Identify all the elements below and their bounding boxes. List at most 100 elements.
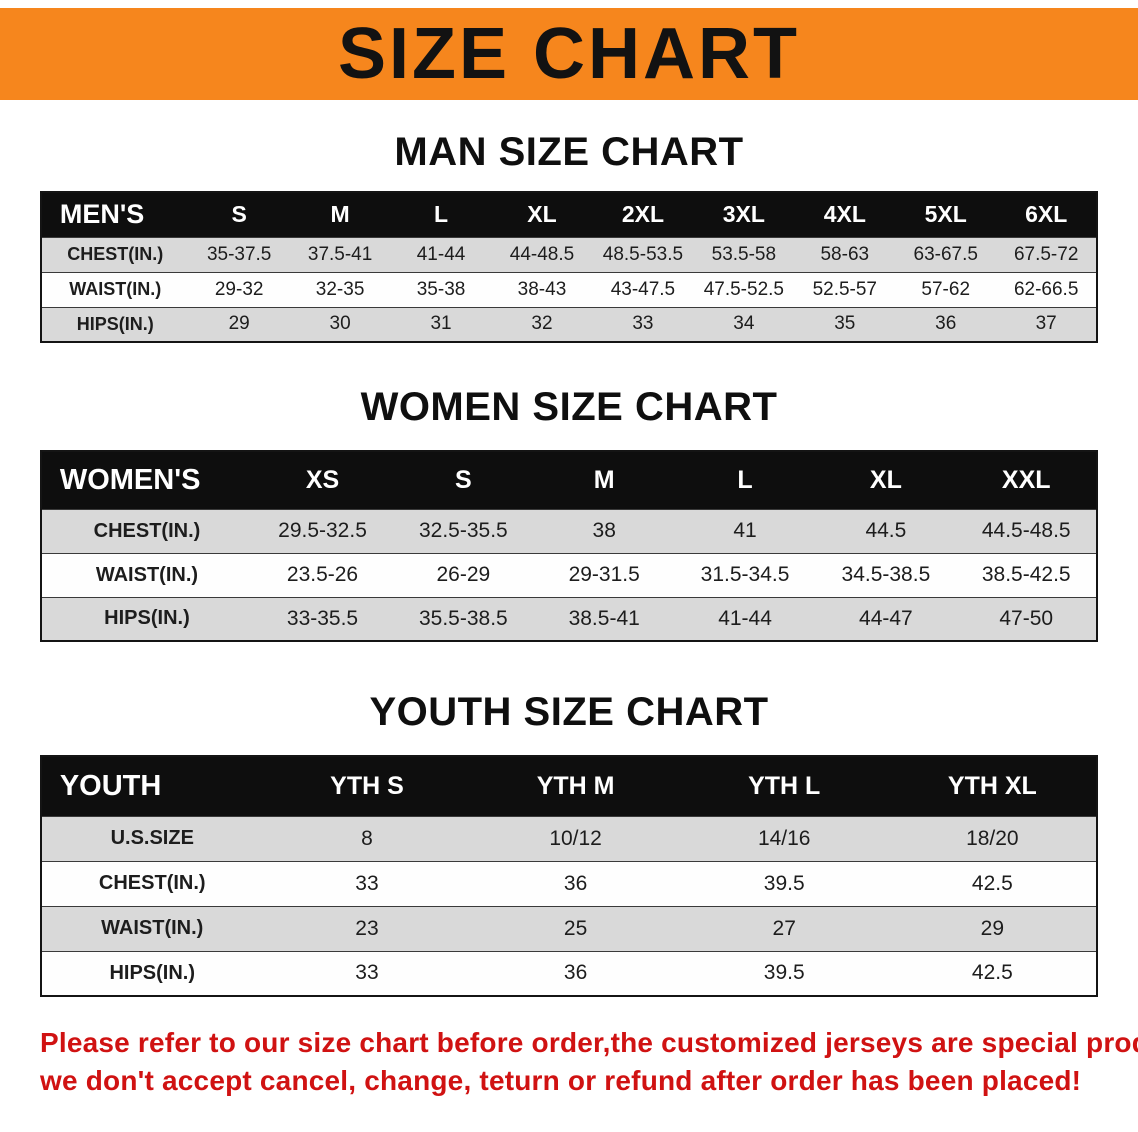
- table-cell: 32: [531, 313, 553, 335]
- column-header: XL: [815, 451, 957, 509]
- men-size-section: MAN SIZE CHART MEN'S S M L XL 2XL 3XL 4XL 5XL 6XL…: [0, 130, 1138, 343]
- column-header: 6XL: [996, 192, 1098, 237]
- table-row: CHEST(IN.) 29.5-32.5 32.5-35.5 38 41 44.5 44.5…: [40, 509, 1098, 553]
- table-cell: 52.5-57: [812, 278, 878, 300]
- column-header: S: [188, 192, 290, 237]
- row-label: HIPS(IN.): [109, 961, 196, 984]
- table-cell: 35-38: [416, 278, 466, 300]
- table-cell: 31: [430, 313, 452, 335]
- table-cell: 29-31.5: [568, 563, 640, 586]
- table-cell: 48.5-53.5: [602, 243, 684, 265]
- column-header: L: [390, 192, 492, 237]
- table-cell: 33-35.5: [286, 606, 359, 630]
- table-row: WAIST(IN.) 23.5-26 26-29 29-31.5 31.5-34.5 34…: [40, 553, 1098, 597]
- column-header: YTH M: [471, 756, 680, 816]
- table-cell: 29-32: [214, 278, 264, 300]
- table-cell: 47.5-52.5: [703, 278, 784, 300]
- table-cell: 44-47: [859, 606, 913, 630]
- table-cell: 58-63: [820, 243, 870, 265]
- row-label: HIPS(IN.): [104, 607, 190, 630]
- row-label: HIPS(IN.): [76, 313, 154, 334]
- youth-size-table-container: YOUTH YTH S YTH M YTH L YTH XL U.S.SIZE 8 10/12…: [0, 755, 1138, 997]
- table-cell: 38.5-41: [568, 606, 640, 630]
- row-label: U.S.SIZE: [110, 827, 194, 849]
- column-header: S: [392, 451, 534, 509]
- table-cell: 29: [980, 916, 1005, 940]
- column-header: M: [533, 451, 675, 509]
- table-row: HIPS(IN.) 33 36 39.5 42.5: [40, 951, 1098, 996]
- table-cell: 38.5-42.5: [981, 563, 1071, 586]
- table-cell: 37: [1035, 313, 1057, 335]
- men-section-heading: MAN SIZE CHART: [394, 130, 744, 174]
- table-header-row: MEN'S S M L XL 2XL 3XL 4XL 5XL 6XL: [40, 192, 1098, 237]
- table-cell: 57-62: [921, 278, 971, 300]
- table-cell: 33: [632, 313, 654, 335]
- table-cell: 33: [355, 871, 379, 895]
- table-row: CHEST(IN.) 35-37.5 37.5-41 41-44 44-48.5 48.5…: [40, 237, 1098, 272]
- table-cell: 41-44: [718, 606, 772, 630]
- table-title: MEN'S: [40, 192, 189, 237]
- table-cell: 39.5: [763, 961, 805, 985]
- column-header: 2XL: [592, 192, 694, 237]
- size-table: MEN'S S M L XL 2XL 3XL 4XL 5XL 6XL CHEST(IN.) 35-37…: [39, 191, 1099, 343]
- table-row: WAIST(IN.) 29-32 32-35 35-38 38-43 43-47.5 47.…: [40, 272, 1098, 307]
- women-size-table-container: WOMEN'S XS S M L XL XXL CHEST(IN.) 29.5-32.5 32.5…: [0, 450, 1138, 642]
- column-header: YTH XL: [888, 756, 1098, 816]
- men-size-table-container: MEN'S S M L XL 2XL 3XL 4XL 5XL 6XL CHEST(IN.) 35-37…: [0, 191, 1138, 343]
- column-header: YTH L: [679, 756, 889, 816]
- column-header: XL: [491, 192, 593, 237]
- table-row: CHEST(IN.) 33 36 39.5 42.5: [40, 861, 1098, 906]
- row-label: CHEST(IN.): [67, 244, 164, 264]
- table-row: WAIST(IN.) 23 25 27 29: [40, 906, 1098, 951]
- table-cell: 36: [563, 961, 588, 985]
- row-label: WAIST(IN.): [101, 917, 204, 939]
- table-row: U.S.SIZE 8 10/12 14/16 18/20: [40, 816, 1098, 861]
- table-cell: 26-29: [436, 563, 491, 586]
- table-cell: 32.5-35.5: [418, 519, 508, 542]
- column-header: 4XL: [794, 192, 896, 237]
- youth-size-section: YOUTH SIZE CHART YOUTH YTH S YTH M YTH L YTH…: [0, 690, 1138, 997]
- column-header: XXL: [956, 451, 1098, 509]
- table-cell: 10/12: [549, 826, 602, 850]
- column-header: YTH S: [262, 756, 472, 816]
- table-cell: 35: [834, 313, 856, 335]
- column-header: 3XL: [693, 192, 795, 237]
- table-cell: 43-47.5: [610, 278, 676, 300]
- table-cell: 62-66.5: [1013, 278, 1079, 300]
- row-label: WAIST(IN.): [69, 279, 162, 299]
- table-cell: 18/20: [966, 826, 1019, 850]
- table-cell: 47-50: [999, 606, 1054, 630]
- footer-line-1: Please refer to our size chart before or…: [40, 1027, 1138, 1058]
- table-cell: 8: [361, 826, 373, 850]
- table-cell: 38-43: [517, 278, 567, 300]
- size-chart-banner: SIZE CHART: [0, 8, 1138, 100]
- table-cell: 29: [228, 313, 250, 335]
- table-row: HIPS(IN.) 29 30 31 32 33 34 35 36 37: [40, 307, 1098, 342]
- size-table: YOUTH YTH S YTH M YTH L YTH XL U.S.SIZE 8 10/12…: [39, 755, 1099, 997]
- table-cell: 42.5: [971, 871, 1013, 895]
- row-label: WAIST(IN.): [95, 563, 199, 586]
- table-title: YOUTH: [40, 756, 263, 816]
- table-title: WOMEN'S: [40, 451, 253, 509]
- women-size-section: WOMEN SIZE CHART WOMEN'S XS S M L XL XXL CHEST(…: [0, 385, 1138, 642]
- column-header: L: [674, 451, 816, 509]
- footer-line-2: we don't accept cancel, change, teturn o…: [40, 1065, 1082, 1096]
- table-cell: 32-35: [315, 278, 365, 300]
- table-cell: 67.5-72: [1013, 243, 1079, 265]
- table-cell: 42.5: [971, 961, 1013, 985]
- table-cell: 38: [592, 519, 616, 542]
- column-header: 5XL: [895, 192, 997, 237]
- row-label: CHEST(IN.): [93, 519, 201, 542]
- table-cell: 35.5-38.5: [418, 606, 508, 630]
- size-table: WOMEN'S XS S M L XL XXL CHEST(IN.) 29.5-32.5 32.5…: [39, 450, 1099, 642]
- table-cell: 27: [772, 916, 796, 940]
- table-cell: 44.5: [865, 519, 907, 542]
- table-cell: 29.5-32.5: [278, 519, 367, 542]
- table-cell: 35-37.5: [206, 243, 272, 265]
- table-cell: 44.5-48.5: [981, 519, 1071, 542]
- table-cell: 41: [733, 519, 757, 542]
- table-cell: 23.5-26: [286, 563, 359, 586]
- column-header: M: [289, 192, 391, 237]
- column-header: XS: [252, 451, 393, 509]
- table-cell: 37.5-41: [307, 243, 373, 265]
